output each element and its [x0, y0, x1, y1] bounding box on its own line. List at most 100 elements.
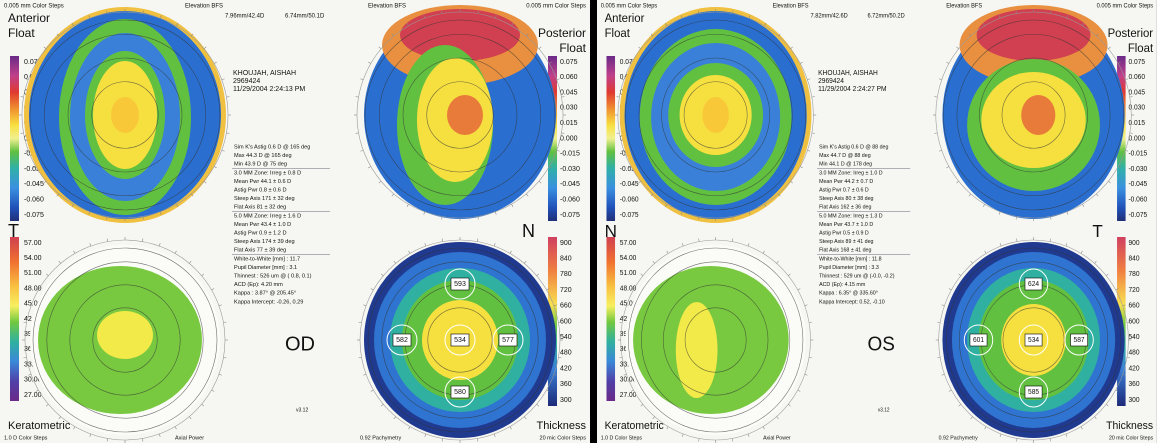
thickness-ring	[1064, 324, 1094, 356]
map-ring	[625, 19, 807, 211]
map-tick	[106, 10, 108, 14]
map-tick	[553, 373, 557, 376]
measurement-line: Max 44.3 D @ 165 deg	[234, 153, 292, 159]
map-tick	[211, 389, 215, 392]
patient-info: 11/29/2004 2:24:13 PM	[233, 86, 305, 93]
map-ring	[378, 33, 542, 197]
map-tick	[937, 321, 941, 323]
header-text: 7.82mm/42.6D	[811, 13, 848, 19]
scale-label: 54.00	[620, 255, 637, 262]
scale-label: 780	[560, 271, 572, 278]
scale-label: 30.00	[620, 377, 637, 384]
map-ring	[959, 261, 1109, 419]
map-tick	[368, 166, 371, 169]
measurement-line: Pupil Diameter [mm] : 3.1	[234, 265, 297, 271]
map-tick	[525, 33, 529, 37]
map-ring	[661, 57, 771, 173]
scale-label: 57.00	[620, 240, 637, 247]
map-tick	[638, 180, 641, 184]
map-tick	[88, 211, 91, 215]
map-tick	[778, 33, 781, 37]
map-tick	[790, 180, 793, 184]
map-tick	[28, 373, 32, 376]
map-tick	[558, 321, 562, 323]
orientation-letter: T	[8, 221, 19, 241]
scale-label: 660	[560, 303, 572, 310]
map-tick	[218, 373, 222, 376]
map-tick	[25, 78, 29, 81]
map-tick	[477, 216, 479, 220]
scale-label: 45.00	[24, 301, 42, 308]
scale-label: 0.075	[1128, 59, 1145, 66]
scale-label: 0.060	[1128, 74, 1145, 81]
map-tick	[226, 96, 230, 98]
map-tick	[616, 96, 620, 98]
measurement-line: Mean Pwr 43.7 ± 1.0 D	[819, 222, 873, 228]
map-tick	[984, 426, 987, 430]
map-tick	[650, 33, 654, 37]
map-tick	[650, 193, 654, 197]
version-label: v3.12	[878, 407, 890, 413]
measurement-line: Kappa : 3.87° @ 205.45°	[234, 291, 296, 297]
scale-label: 0.060	[560, 74, 578, 81]
map-label: Float	[605, 27, 631, 40]
map-label: Keratometric	[605, 420, 665, 432]
scale-label: 57.00	[24, 240, 42, 247]
orientation-letter: N	[522, 221, 535, 241]
thickness-box	[1024, 385, 1043, 399]
patient-info: 2969424	[818, 78, 844, 85]
scale-label: 45.00	[620, 301, 637, 308]
thickness-box	[392, 333, 412, 347]
map-tick	[628, 166, 632, 169]
map-tick	[748, 15, 751, 19]
map-tick	[363, 373, 367, 376]
map-tick	[652, 260, 655, 264]
header-text: Elevation BFS	[773, 3, 809, 9]
scale-label: 900	[560, 240, 572, 247]
map-tick	[45, 404, 49, 407]
header-text: 6.72mm/50.2D	[867, 13, 904, 19]
scale-label: 360	[560, 381, 572, 388]
eye-label: OD	[285, 333, 315, 355]
map-ring	[364, 19, 556, 211]
map-tick	[363, 304, 367, 307]
map-tick	[159, 211, 162, 215]
header-text: 0.005 mm Color Steps	[4, 4, 64, 10]
measurement-line: Min 43.9 D @ 75 deg	[234, 162, 287, 168]
measurement-line: Sim K's Astig 0.6 D @ 88 deg	[819, 144, 888, 150]
map-tick	[71, 23, 74, 26]
measurement-line: Flat Axis 168 ± 41 deg	[819, 248, 871, 254]
map-tick	[423, 211, 426, 215]
scale-label: 33.00	[24, 361, 42, 368]
scale-label: -0.030	[1128, 166, 1147, 173]
header-text: Elevation BFS	[185, 4, 223, 10]
scale-label: 48.00	[24, 285, 42, 292]
map-tick	[189, 260, 192, 264]
map-tick	[509, 250, 512, 254]
map-tick	[493, 433, 496, 437]
map-ring	[979, 57, 1088, 173]
scale-label: 660	[1128, 303, 1139, 310]
map-tick	[549, 61, 552, 64]
map-tick	[804, 304, 808, 307]
map-tick	[1126, 321, 1130, 323]
map-tick	[176, 204, 179, 207]
map-tick	[406, 204, 409, 207]
thickness-ring	[492, 324, 524, 356]
footer-text: Axial Power	[175, 435, 204, 441]
map-tick	[538, 46, 542, 50]
thickness-box	[1024, 333, 1043, 347]
color-scale	[10, 237, 19, 401]
thickness-value: 601	[973, 337, 984, 344]
map-ring	[641, 261, 791, 419]
map-zone	[675, 302, 718, 398]
map-tick	[441, 10, 443, 14]
scale-label: -0.075	[560, 212, 580, 219]
map-tick	[1118, 61, 1121, 64]
header-text: 7.96mm/42.4D	[225, 14, 265, 20]
map-tick	[665, 23, 667, 26]
thickness-box	[450, 277, 470, 291]
map-tick	[561, 132, 565, 134]
map-tick	[201, 404, 205, 407]
map-tick	[934, 96, 938, 98]
